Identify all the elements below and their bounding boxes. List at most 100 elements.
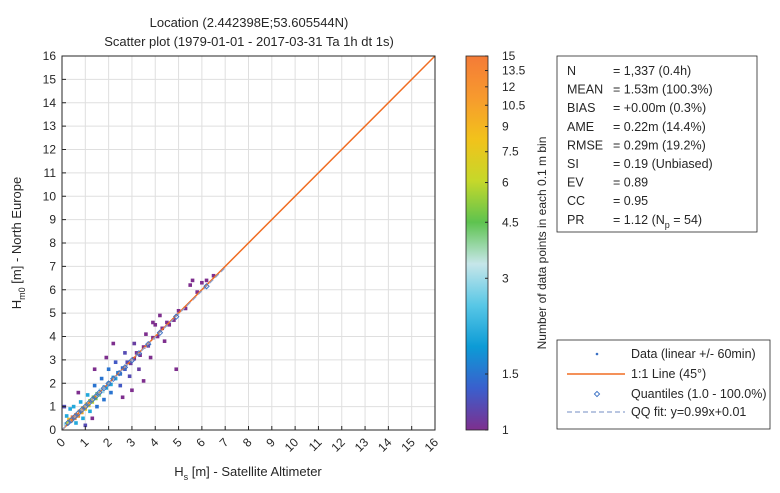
stat-value: = 0.22m (14.4%)	[613, 120, 706, 134]
data-point	[92, 367, 97, 372]
data-point	[158, 313, 162, 318]
x-tick-label: 1	[77, 435, 92, 450]
x-tick-label: 8	[240, 435, 255, 450]
data-point	[211, 273, 216, 278]
data-point	[109, 382, 113, 387]
quantile-marker	[71, 413, 79, 420]
chart-title-line-2: Scatter plot (1979-01-01 - 2017-03-31 Ta…	[104, 34, 394, 49]
legend-entry-label: Data (linear +/- 60min)	[631, 347, 756, 361]
y-tick-label: 3	[49, 353, 56, 367]
x-tick-label: 6	[193, 435, 208, 450]
x-tick-label: 7	[217, 435, 232, 450]
y-tick-label: 12	[43, 143, 57, 157]
y-tick-label: 16	[43, 49, 57, 63]
stat-name: PR	[567, 213, 584, 227]
y-tick-label: 5	[49, 306, 56, 320]
x-tick-label: 3	[123, 435, 138, 450]
statistics-list: N = 1,337 (0.4h) MEAN = 1.53m (100.3%) BIAS =…	[567, 64, 713, 230]
colorbar-tick-label: 1	[502, 423, 509, 437]
data-point	[116, 370, 120, 375]
data-point	[176, 308, 181, 313]
stat-value: = 0.19 (Unbiased)	[613, 157, 713, 171]
quantile-marker	[203, 283, 210, 290]
x-tick-label: 13	[352, 435, 372, 455]
data-point	[95, 391, 99, 396]
x-tick-label: 11	[306, 435, 325, 454]
colorbar-tick-label: 6	[502, 176, 509, 190]
data-point	[102, 397, 106, 402]
y-tick-label: 2	[49, 376, 56, 390]
data-point	[91, 395, 96, 400]
data-point	[204, 278, 209, 283]
y-tick-label: 14	[43, 96, 57, 110]
colorbar-tick-label: 15	[502, 49, 516, 63]
y-tick-label: 8	[49, 236, 56, 250]
stat-name: EV	[567, 176, 584, 190]
data-point	[76, 390, 81, 395]
x-tick-label: 10	[282, 435, 302, 455]
data-point	[144, 332, 148, 336]
data-point	[83, 423, 88, 428]
data-point	[100, 389, 105, 394]
data-point	[148, 355, 153, 360]
stat-name: CC	[567, 194, 585, 208]
colorbar-tick-label: 4.5	[502, 215, 519, 229]
data-point	[104, 355, 109, 360]
data-point	[128, 361, 133, 366]
colorbar-tick-label: 1.5	[502, 367, 519, 381]
y-tick-label: 0	[49, 423, 56, 437]
x-tick-label: 2	[100, 435, 115, 450]
data-point	[111, 341, 116, 346]
quantile-marker	[135, 350, 143, 357]
quantile-marker	[89, 396, 96, 403]
y-tick-label: 11	[44, 166, 57, 180]
y-tick-label: 9	[49, 213, 56, 227]
quantile-marker	[115, 369, 123, 377]
x-tick-label: 15	[398, 435, 418, 455]
data-point	[151, 320, 155, 325]
data-point	[200, 280, 204, 285]
quantile-marker	[85, 399, 93, 407]
colorbar-tick-label: 10.5	[502, 98, 526, 112]
stat-value: = 1.12 (Np = 54)	[613, 213, 702, 230]
quantile-marker	[121, 364, 129, 371]
data-point	[127, 374, 132, 379]
data-point	[130, 388, 134, 393]
legend-quantile-symbol	[593, 390, 601, 398]
data-point	[167, 323, 172, 327]
data-point	[99, 376, 104, 381]
y-tick-label: 10	[43, 189, 57, 203]
y-tick-label: 7	[49, 259, 56, 273]
data-point	[88, 409, 92, 414]
data-point	[174, 367, 179, 372]
y-tick-label: 15	[43, 72, 57, 86]
x-tick-label: 0	[53, 435, 68, 450]
data-point	[132, 356, 137, 361]
data-point	[106, 367, 111, 372]
data-point	[190, 278, 195, 283]
data-point	[111, 375, 116, 380]
data-point	[78, 400, 83, 404]
data-point	[123, 351, 127, 355]
data-point	[64, 414, 69, 418]
stat-value-text: = 0.29m (19.2%)	[613, 138, 706, 152]
quantile-marker	[92, 393, 100, 400]
stat-name: MEAN	[567, 83, 603, 97]
y-tick-label: 6	[49, 283, 56, 297]
data-point	[165, 320, 169, 325]
stat-value: = 0.95	[613, 194, 648, 208]
data-point	[68, 407, 72, 411]
data-point	[162, 339, 167, 343]
stat-value-text: = 0.95	[613, 194, 648, 208]
chart-title-line-1: Location (2.442398E;53.605544N)	[150, 15, 349, 30]
data-point	[137, 367, 141, 372]
stat-value-text: = 0.22m (14.4%)	[613, 120, 706, 134]
stat-value-text: = 0.19 (Unbiased)	[613, 157, 713, 171]
legend-box	[556, 339, 771, 430]
data-point	[155, 334, 160, 339]
quantile-marker	[172, 313, 180, 320]
data-point	[120, 395, 125, 400]
